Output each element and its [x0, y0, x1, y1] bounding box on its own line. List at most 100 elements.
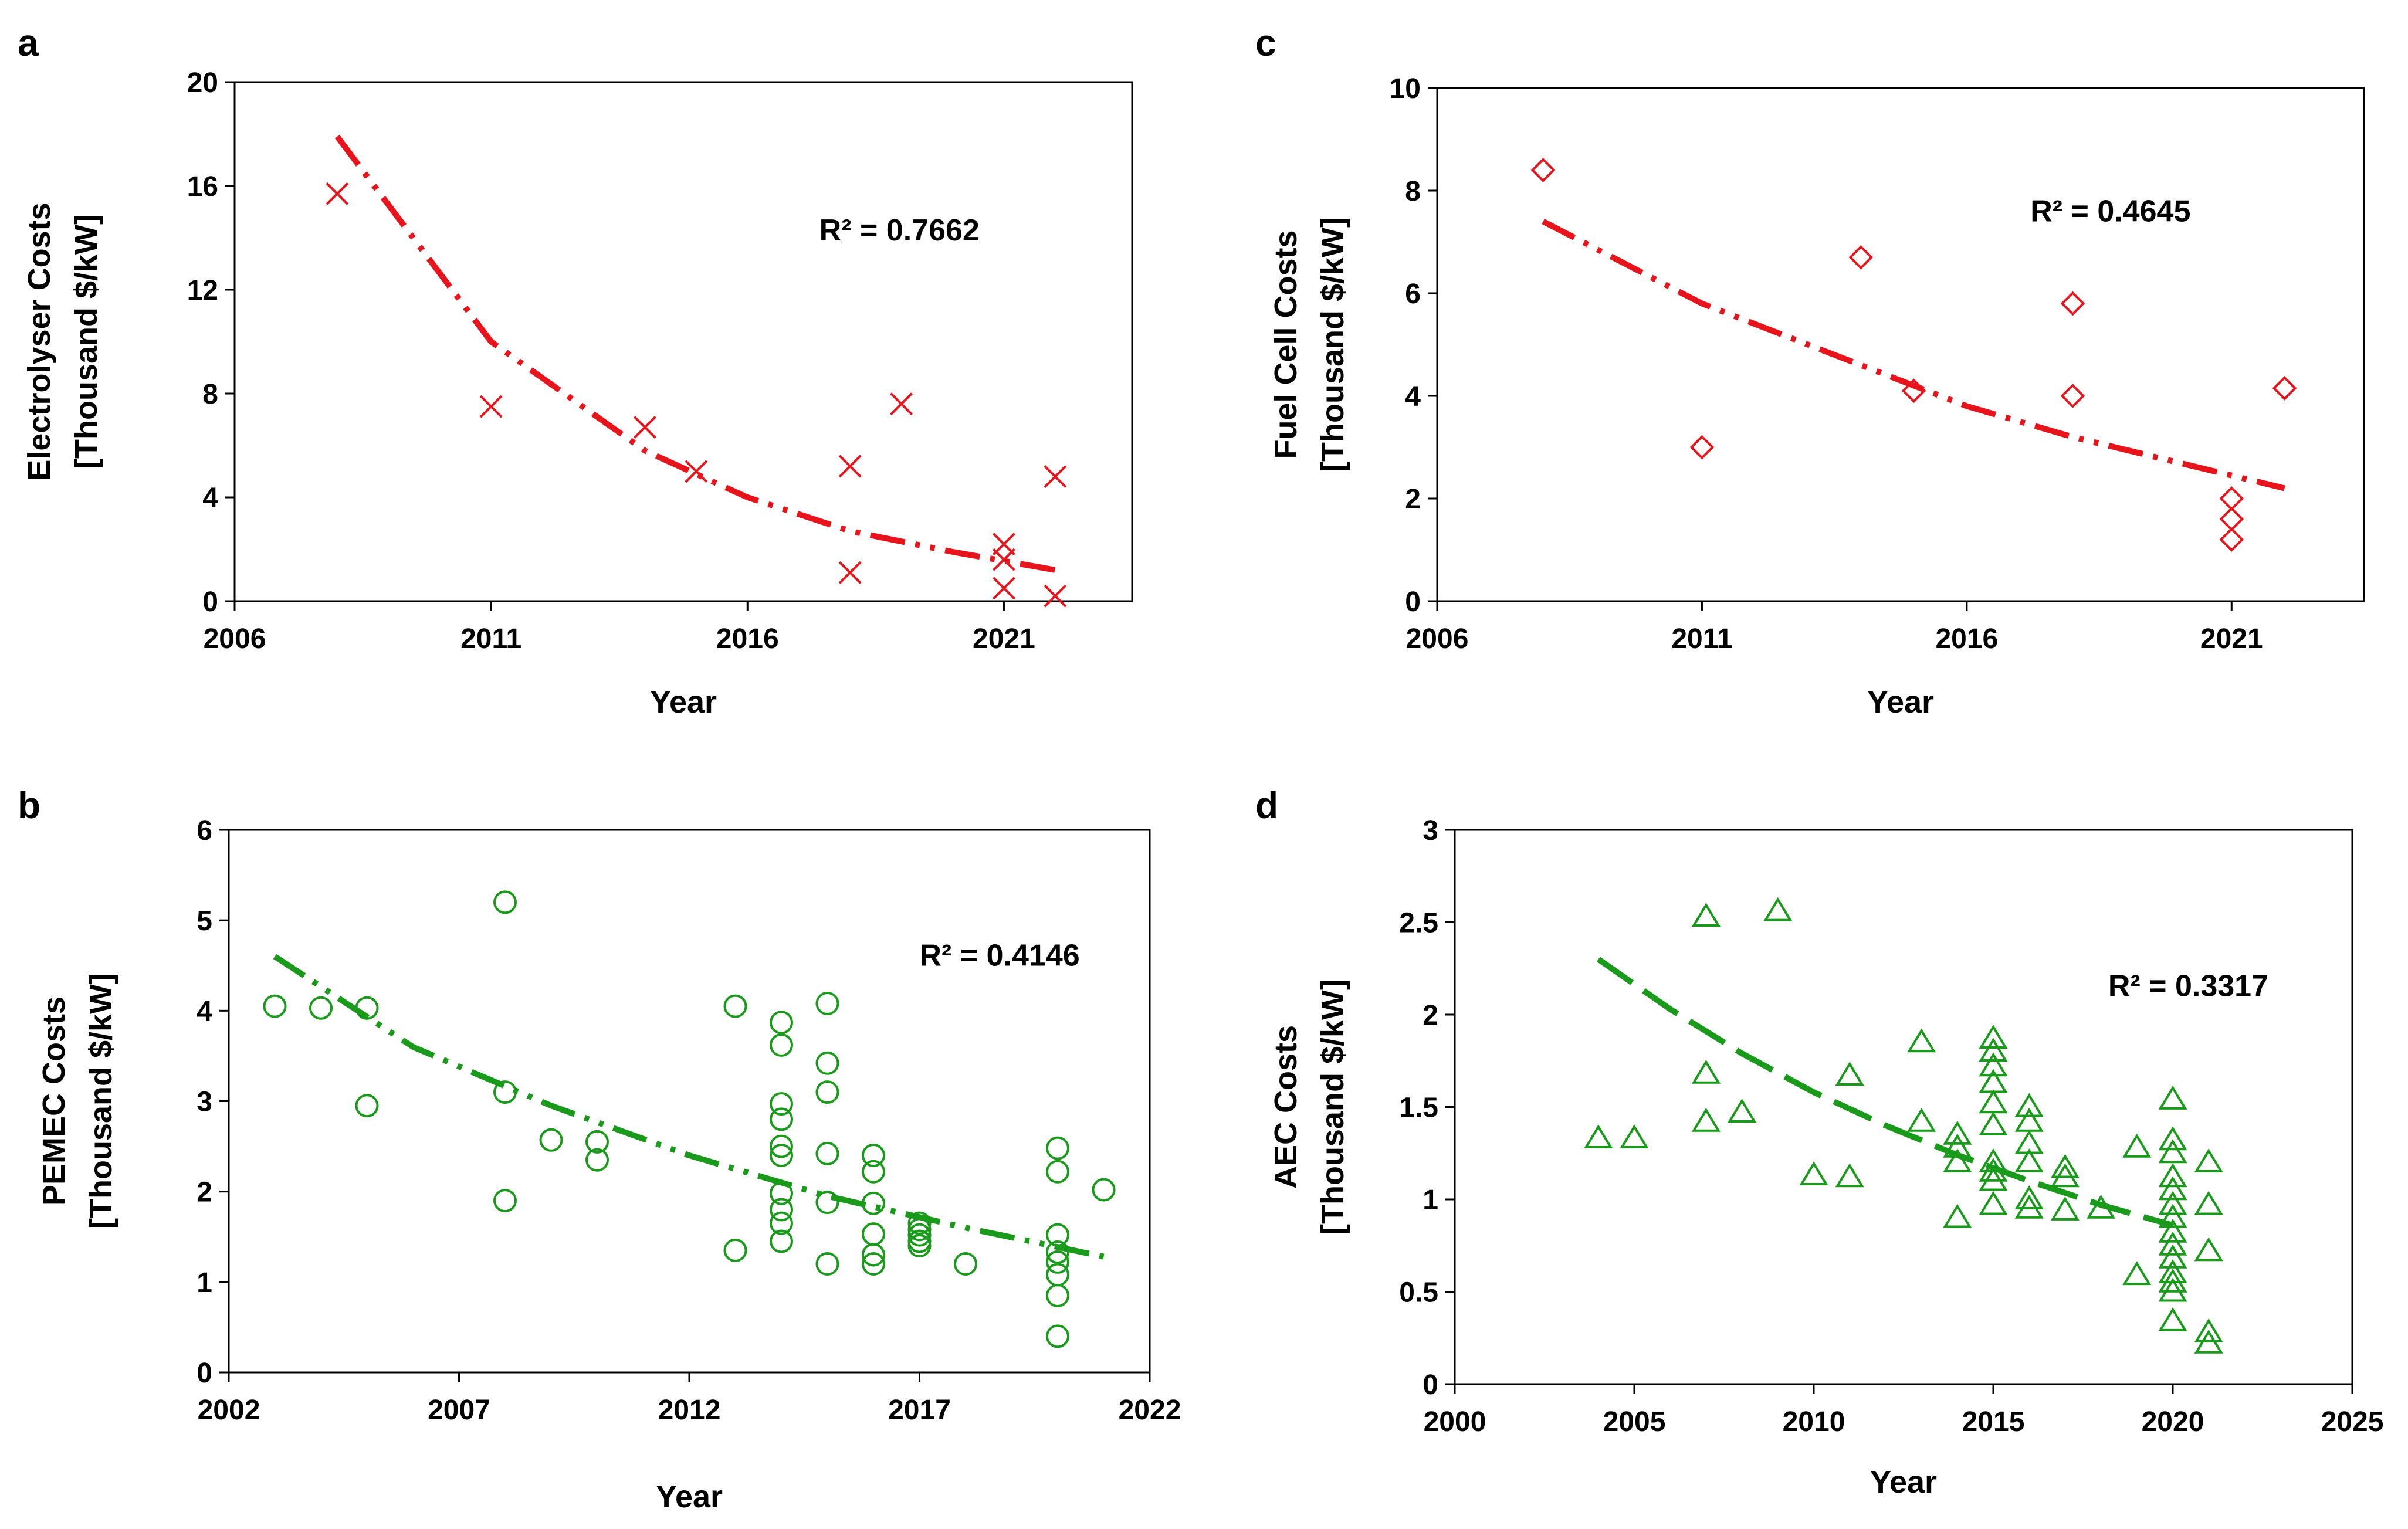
x-axis-title: Year [1867, 684, 1934, 720]
data-point-circle-icon [862, 1144, 885, 1167]
data-point-circle-icon [907, 1218, 932, 1242]
data-point-triangle-icon [1979, 1025, 2008, 1049]
y-tick-label: 3 [197, 1087, 212, 1118]
data-point-triangle-icon [1835, 1062, 1864, 1086]
data-point-x-icon [685, 460, 708, 483]
y-tick-label: 0 [197, 1358, 212, 1389]
data-point-circle-icon [815, 1080, 839, 1104]
data-point-triangle-icon [1835, 1163, 1864, 1188]
data-point-triangle-icon [1907, 1028, 1936, 1053]
x-axis-title: Year [650, 684, 717, 720]
x-icon-stroke [993, 577, 1015, 600]
y-tick-label: 1 [197, 1267, 212, 1299]
data-point-triangle-icon [2194, 1148, 2223, 1172]
trendline [273, 954, 1105, 1260]
data-point-triangle-icon [2122, 1133, 2152, 1158]
data-point-triangle-icon [2087, 1194, 2116, 1219]
data-point-x-icon [838, 561, 862, 584]
x-tick-label: 2010 [1783, 1406, 1845, 1438]
chart-panel-c: c 0 2 4 6 8 10 2006 2011 2016 2021 Year Fuel Cell Co… [1255, 22, 2365, 720]
data-point-diamond-icon [2219, 507, 2244, 531]
x-tick-label: 2000 [1424, 1406, 1486, 1438]
y-tick-label: 2 [197, 1177, 212, 1208]
x-axis-title: Year [656, 1479, 723, 1514]
data-point-triangle-icon [2158, 1307, 2187, 1331]
x-tick-label: 2012 [658, 1395, 721, 1426]
x-tick-label: 2006 [1406, 623, 1469, 655]
data-point-circle-icon [862, 1191, 885, 1215]
data-point-triangle-icon [1979, 1157, 2008, 1182]
plot-frame [1436, 87, 2365, 602]
y-tick-label: 4 [202, 483, 218, 514]
trendline [1542, 219, 2285, 491]
data-point-circle-icon [815, 992, 839, 1015]
y-tick-label: 2 [1423, 1000, 1438, 1031]
data-point-triangle-icon [2158, 1218, 2187, 1243]
y-tick-label: 0 [1423, 1369, 1438, 1401]
data-point-triangle-icon [2158, 1277, 2187, 1302]
r-squared-label: R² = 0.4645 [2030, 195, 2190, 229]
data-point-x-icon [326, 182, 349, 205]
y-tick-label: 0.5 [1399, 1277, 1438, 1308]
y-tick-label: 1 [1423, 1185, 1438, 1216]
data-point-triangle-icon [1979, 1038, 2008, 1062]
y-tick-label: 6 [197, 815, 212, 846]
data-point-circle-icon [1046, 1240, 1069, 1264]
y-axis-title-line: Fuel Cell Costs [1268, 230, 1303, 459]
data-point-circle-icon [862, 1252, 885, 1276]
chart-panel-b: b 0 1 2 3 4 5 6 2002 2007 2012 2017 2022 Year PEMEC Co… [18, 784, 1181, 1514]
data-point-triangle-icon [2158, 1231, 2187, 1256]
x-tick-label: 2025 [2321, 1406, 2384, 1438]
y-tick-label: 20 [187, 67, 218, 99]
data-point-circle-icon [815, 1252, 839, 1276]
panel-letter-c: c [1255, 22, 1276, 64]
x-tick-label: 2007 [428, 1395, 490, 1426]
x-tick-label: 2021 [2200, 623, 2263, 655]
data-point-x-icon [838, 455, 862, 478]
data-point-diamond-icon [2219, 486, 2244, 511]
data-point-triangle-icon [1943, 1120, 1972, 1145]
data-point-circle-icon [723, 994, 747, 1018]
data-point-triangle-icon [2014, 1185, 2044, 1209]
data-point-x-icon [993, 577, 1015, 600]
data-point-circle-icon [1046, 1250, 1069, 1274]
y-axis-title-line: [Thousand $/kW] [83, 974, 118, 1229]
data-point-circle-icon [815, 1191, 839, 1215]
data-point-triangle-icon [1907, 1107, 1936, 1132]
data-point-circle-icon [815, 1051, 839, 1075]
data-point-triangle-icon [1620, 1124, 1649, 1149]
data-point-triangle-icon [1979, 1167, 2008, 1191]
data-point-triangle-icon [2158, 1126, 2187, 1151]
x-tick-label: 2021 [973, 623, 1035, 655]
chart-panel-a: a 0 4 8 12 16 20 2006 2011 2016 2021 Year Electrolys… [18, 22, 1133, 720]
data-point-triangle-icon [1943, 1148, 1972, 1172]
x-tick-label: 2011 [460, 623, 521, 655]
y-tick-label: 0 [202, 586, 218, 618]
data-point-triangle-icon [2158, 1244, 2187, 1269]
data-point-circle-icon [862, 1160, 885, 1184]
data-point-circle-icon [309, 996, 333, 1020]
x-icon-stroke [1044, 584, 1067, 608]
data-point-triangle-icon [2014, 1194, 2044, 1219]
x-tick-label: 2016 [716, 623, 779, 655]
y-axis-title-line: [Thousand $/kW] [1315, 979, 1350, 1235]
data-point-x-icon [1044, 465, 1067, 489]
y-tick-label: 6 [1405, 279, 1421, 310]
x-tick-label: 2006 [204, 623, 266, 655]
y-axis-title-line: [Thousand $/kW] [1315, 217, 1350, 472]
data-point-triangle-icon [2014, 1107, 2044, 1132]
x-icon-stroke [1044, 465, 1067, 489]
data-point-triangle-icon [1979, 1111, 2008, 1135]
data-point-circle-icon [539, 1128, 563, 1152]
data-point-triangle-icon [2158, 1086, 2187, 1110]
data-point-circle-icon [355, 996, 379, 1020]
data-point-triangle-icon [2158, 1203, 2187, 1228]
x-icon-stroke [326, 182, 349, 205]
x-tick-label: 2017 [888, 1395, 951, 1426]
data-point-circle-icon [770, 1033, 793, 1057]
data-point-circle-icon [770, 1211, 793, 1235]
data-point-triangle-icon [1691, 903, 1721, 927]
data-point-diamond-icon [2060, 291, 2085, 316]
plot-frame [233, 81, 1133, 602]
data-point-circle-icon [1046, 1160, 1069, 1184]
